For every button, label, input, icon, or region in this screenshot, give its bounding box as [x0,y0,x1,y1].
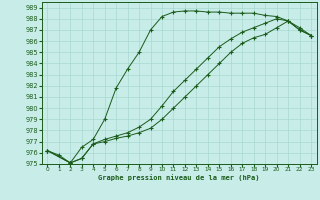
X-axis label: Graphe pression niveau de la mer (hPa): Graphe pression niveau de la mer (hPa) [99,175,260,181]
